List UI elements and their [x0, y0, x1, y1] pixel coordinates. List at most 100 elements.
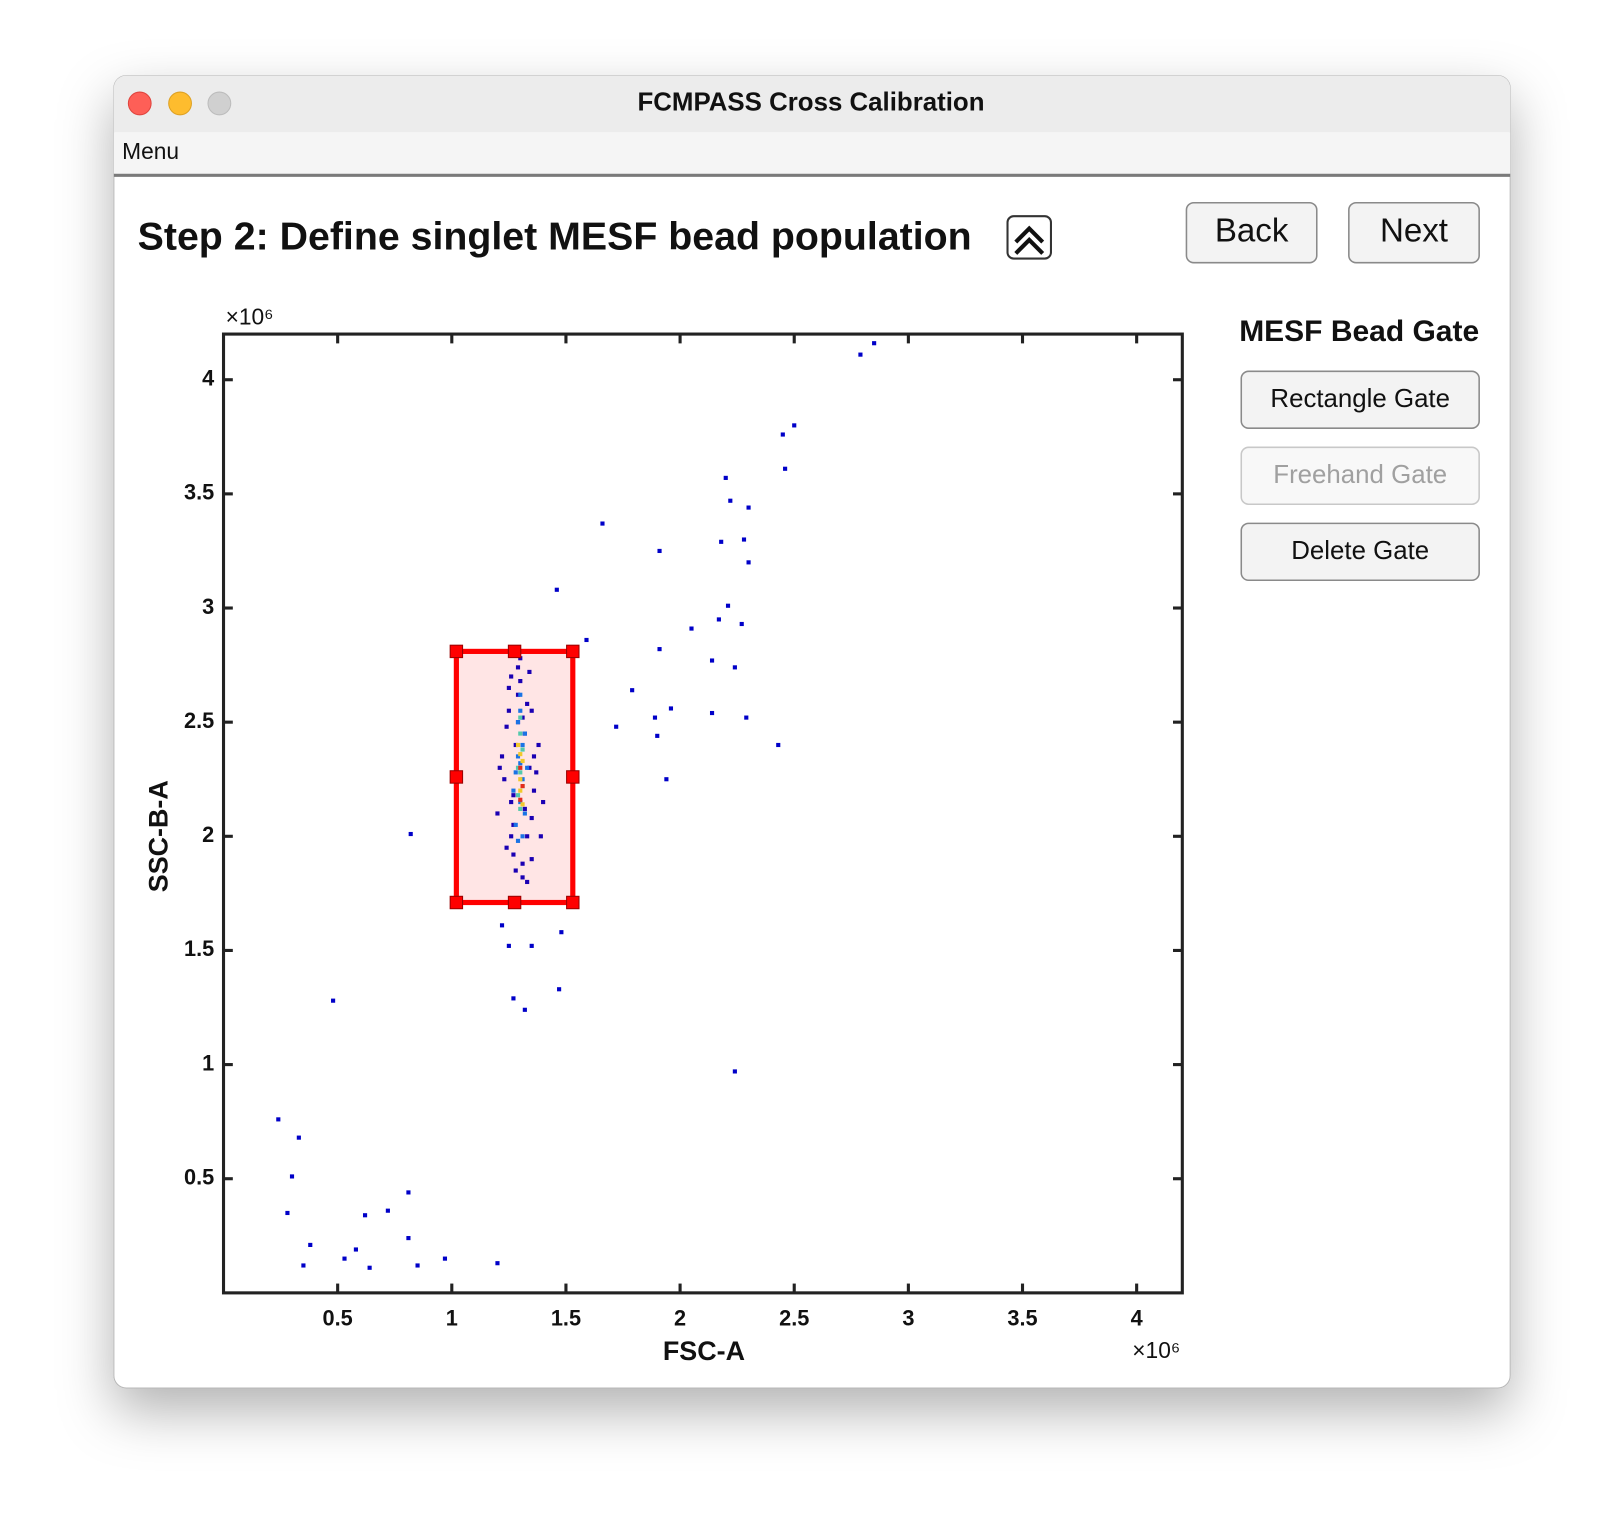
button-frame [1240, 522, 1480, 582]
gate[interactable] [453, 648, 576, 906]
gate-handle[interactable] [507, 644, 522, 659]
point [515, 692, 521, 697]
point [511, 852, 516, 857]
point [525, 834, 530, 839]
gate-button[interactable]: Rectangle Gate [1240, 370, 1480, 429]
back-button[interactable]: Back [1185, 201, 1318, 264]
point [741, 537, 747, 542]
point [792, 423, 797, 428]
button-label: Back [1215, 212, 1289, 249]
gate-handle[interactable] [566, 770, 580, 784]
point [504, 724, 509, 729]
point [515, 793, 521, 798]
point [858, 352, 863, 357]
point [614, 724, 619, 729]
point [518, 799, 523, 805]
gate-handle[interactable] [449, 770, 464, 784]
gate-button[interactable]: Delete Gate [1240, 522, 1480, 582]
next-button[interactable]: Next [1348, 201, 1480, 264]
point [520, 747, 525, 752]
gate-handle[interactable] [507, 895, 522, 910]
button-frame [1185, 201, 1318, 264]
minimize-button[interactable] [168, 91, 192, 116]
collapse-button[interactable] [1006, 215, 1052, 260]
chevron [1014, 237, 1045, 255]
menu-item[interactable]: Menu [122, 138, 179, 164]
point [522, 806, 527, 811]
point [406, 1236, 411, 1241]
point [657, 548, 662, 554]
point [442, 1256, 448, 1261]
y-tick-label: 3 [202, 594, 214, 619]
point [664, 777, 669, 782]
point [518, 708, 523, 713]
point [689, 626, 694, 631]
point [353, 1247, 358, 1252]
point [630, 688, 635, 693]
point [739, 621, 744, 627]
point [415, 1263, 420, 1268]
x-axis-label: FSC-A [663, 1336, 745, 1366]
gate-handle[interactable] [566, 895, 580, 910]
point [529, 708, 534, 713]
chart: 0.5 1 1.5 2 2.5 3 3.5 4 0.5 1 1.5 2 2.5 3 3.5 4 FSC-A SSC… [144, 304, 1184, 1366]
point [511, 793, 516, 798]
point [331, 998, 336, 1003]
button-label: Delete Gate [1291, 537, 1429, 565]
separator [113, 173, 1511, 177]
point [652, 715, 658, 720]
point [406, 1190, 411, 1195]
x-tick-label: 2.5 [779, 1305, 809, 1330]
point [522, 811, 527, 816]
x-tick-label: 0.5 [323, 1305, 353, 1330]
point [746, 505, 751, 510]
gate-handle[interactable] [449, 644, 464, 659]
point [308, 1242, 313, 1248]
point [513, 822, 518, 827]
point [518, 679, 523, 684]
point [518, 715, 523, 720]
point [520, 784, 525, 789]
point [506, 708, 511, 713]
point [513, 868, 518, 873]
point [709, 658, 715, 663]
panel-title: MESF Bead Gate [1239, 315, 1479, 348]
point [725, 603, 731, 608]
point [559, 930, 564, 935]
point [518, 788, 523, 793]
point [527, 765, 532, 770]
x-tick-label: 2 [674, 1305, 686, 1330]
point [600, 521, 605, 526]
point [783, 466, 788, 471]
y-exponent: ×10⁶ [226, 304, 274, 330]
point [538, 834, 543, 839]
plot-area [223, 334, 1183, 1293]
button-label: Next [1380, 212, 1448, 249]
point [522, 1007, 527, 1012]
point [557, 987, 562, 992]
point [529, 815, 534, 821]
x-tick-label: 3 [902, 1305, 914, 1330]
point [499, 923, 505, 928]
point [511, 822, 516, 827]
x-tick-label: 3.5 [1007, 1305, 1037, 1330]
point [520, 861, 525, 866]
point [276, 1117, 281, 1122]
point [525, 701, 530, 706]
point [520, 802, 525, 807]
gate-handle[interactable] [449, 895, 464, 910]
point [515, 665, 521, 670]
point [541, 799, 546, 805]
point [509, 674, 514, 679]
point [746, 560, 751, 565]
point [584, 637, 589, 643]
button-frame [1348, 201, 1480, 264]
close-button[interactable] [127, 91, 152, 116]
point [497, 765, 502, 770]
point [744, 715, 749, 720]
point [515, 720, 521, 725]
point [522, 731, 527, 736]
gate-handle[interactable] [566, 644, 580, 659]
window-title: FCMPASS Cross Calibration [637, 88, 984, 116]
